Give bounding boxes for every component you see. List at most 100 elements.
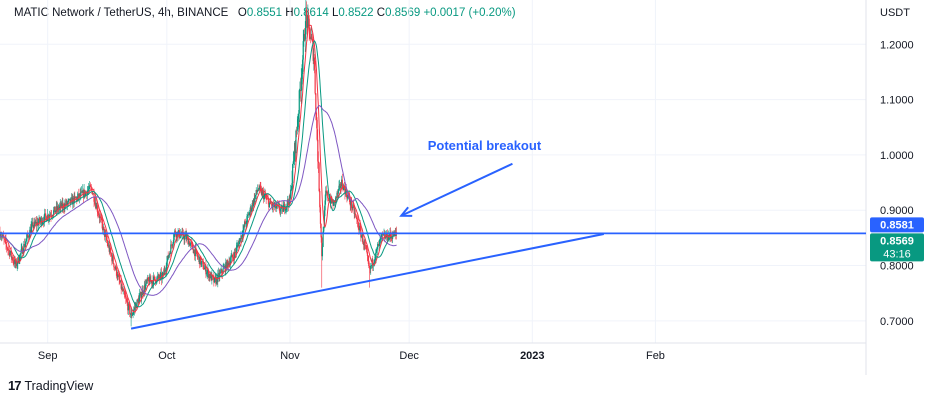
candle-body <box>165 268 167 271</box>
candle-body <box>290 189 292 199</box>
candle-body <box>320 223 322 238</box>
candle-body <box>384 235 386 239</box>
low-label: L <box>331 7 339 19</box>
candle-body <box>317 161 320 164</box>
candle-body <box>254 196 256 203</box>
candle-body <box>190 242 192 244</box>
candle-body <box>266 198 269 200</box>
candle-body <box>51 215 53 217</box>
candle-body <box>14 259 16 265</box>
candle-body <box>164 270 167 272</box>
price-label-line-bg <box>870 217 924 233</box>
open-value: 0.8551 <box>246 7 283 19</box>
candle-body <box>294 142 296 154</box>
candle-body <box>235 247 237 253</box>
candle-body <box>382 234 384 236</box>
price-label-line: 0.8581 <box>880 219 914 231</box>
candle-body <box>147 277 149 281</box>
high-value: 0.8614 <box>293 7 329 19</box>
candle-body <box>339 184 341 188</box>
currency-label: USDT <box>880 7 910 19</box>
candle-body <box>158 275 160 278</box>
candle-body <box>225 262 227 272</box>
candle-body <box>93 193 95 202</box>
candle-body <box>131 314 134 316</box>
y-tick-label: 0.8000 <box>880 261 914 273</box>
candle-body <box>256 190 259 192</box>
candle-body <box>362 235 364 244</box>
candle-body <box>183 237 185 240</box>
candle-body <box>9 253 11 256</box>
candle-body <box>308 18 310 28</box>
candle-body <box>17 257 20 263</box>
candle-body <box>270 204 273 205</box>
y-tick-label: 0.7000 <box>880 316 914 328</box>
candle-body <box>196 254 198 257</box>
candle-body <box>258 189 260 190</box>
candle-body <box>252 198 255 207</box>
candle-body <box>189 243 191 246</box>
candle-body <box>231 254 233 258</box>
candle-body <box>200 256 202 265</box>
moving-average-mid <box>0 40 397 308</box>
candle-body <box>194 249 196 257</box>
candle-body <box>333 201 335 206</box>
candle-body <box>3 237 5 240</box>
candle-body <box>209 273 212 278</box>
candle-body <box>270 201 272 205</box>
price-chart[interactable]: USDT 1.2000 1.1000 1.0000 0.9000 0.8000 0.7000… <box>0 0 935 375</box>
candle-body <box>254 194 257 197</box>
candle-body <box>113 263 115 268</box>
candle-body <box>109 247 112 253</box>
candle-body <box>256 190 258 192</box>
candle-body <box>58 206 61 209</box>
candle-body <box>72 197 74 205</box>
candle-body <box>121 287 124 291</box>
candle-body <box>105 233 107 236</box>
candle-body <box>204 265 206 268</box>
candle-body <box>229 261 232 265</box>
candle-body <box>129 314 132 315</box>
moving-average-slow <box>0 105 397 296</box>
candle-body <box>237 244 239 247</box>
candle-body <box>253 198 255 203</box>
candle-body <box>241 235 243 237</box>
candle-body <box>2 235 4 237</box>
candle-body <box>351 207 353 209</box>
candle-body <box>119 280 122 283</box>
candle-body <box>24 244 26 247</box>
candle-body <box>374 259 376 263</box>
candle-body <box>5 239 7 245</box>
candle-body <box>205 273 208 275</box>
candle-body <box>243 225 245 227</box>
candle-body <box>219 272 221 278</box>
candle-body <box>120 280 122 289</box>
candle-body <box>197 256 199 258</box>
candle-body <box>391 236 393 239</box>
candle-body <box>145 280 147 284</box>
candle-body <box>327 192 329 199</box>
candle-body <box>311 36 313 39</box>
candle-body <box>188 241 190 246</box>
candle-body <box>55 210 57 213</box>
candle-body <box>192 244 194 250</box>
candle-body <box>290 189 292 191</box>
candle-body <box>138 297 140 304</box>
candle-body <box>176 231 178 238</box>
candle-body <box>35 222 38 226</box>
candle-body <box>213 276 215 283</box>
candle-body <box>31 223 33 227</box>
candle-body <box>215 278 217 284</box>
candle-body <box>111 255 113 262</box>
candle-body <box>205 265 207 275</box>
candle-body <box>180 235 182 238</box>
candle-body <box>380 237 382 240</box>
candle-body <box>176 231 179 238</box>
candle-body <box>368 260 370 266</box>
candle-body <box>284 204 286 211</box>
candle-body <box>319 207 322 224</box>
candle-body <box>317 139 319 162</box>
moving-average-fast <box>0 24 397 313</box>
footer: 17 TradingView <box>8 378 93 393</box>
candle-body <box>137 300 139 304</box>
